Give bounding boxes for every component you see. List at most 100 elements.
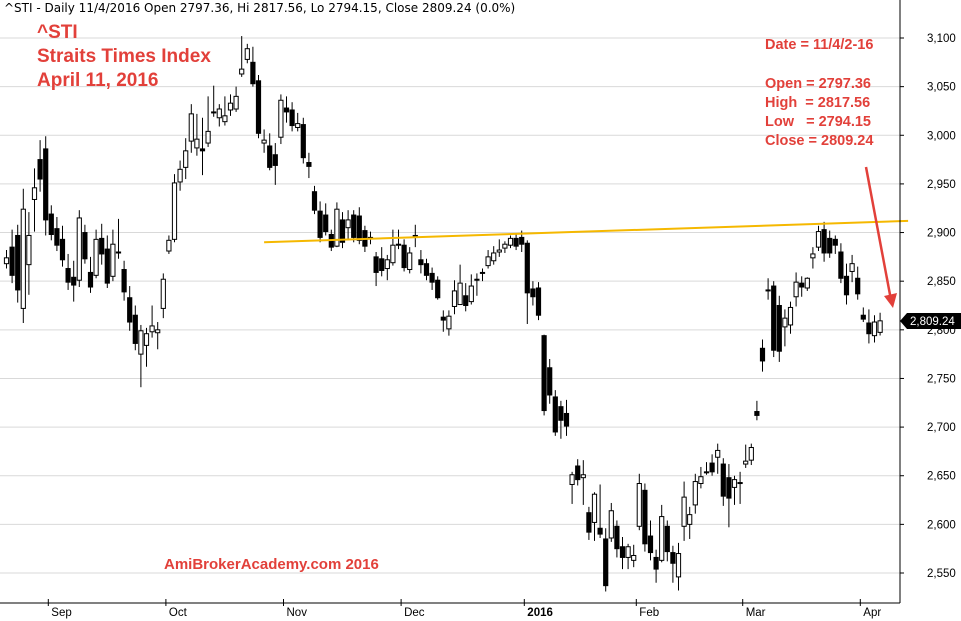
high-annotation: High = 2817.56 bbox=[765, 95, 871, 111]
candle bbox=[754, 400, 760, 421]
y-tick-label: 2,600 bbox=[927, 519, 956, 531]
candle-body-up bbox=[211, 111, 217, 114]
candle-body-up bbox=[849, 263, 855, 272]
candle-body-down bbox=[709, 462, 715, 473]
candle bbox=[619, 537, 626, 570]
candle-body-up bbox=[698, 476, 704, 485]
candle bbox=[692, 473, 698, 514]
candle bbox=[496, 239, 502, 257]
candle bbox=[793, 272, 799, 307]
candle-body-down bbox=[737, 482, 743, 485]
title-date: April 11, 2016 bbox=[37, 70, 159, 91]
candle bbox=[110, 229, 116, 282]
candle bbox=[373, 252, 379, 287]
candle bbox=[580, 460, 586, 505]
candle bbox=[815, 225, 822, 252]
candle-body-down bbox=[799, 282, 805, 288]
candle-body-down bbox=[289, 109, 295, 127]
candle-body-down bbox=[519, 236, 525, 245]
candle bbox=[709, 454, 715, 476]
x-tick-label: Dec bbox=[404, 607, 425, 619]
candle bbox=[59, 225, 66, 267]
candle-body-down bbox=[754, 411, 760, 416]
candle-body-down bbox=[463, 295, 469, 307]
candle bbox=[832, 235, 838, 254]
candle-body-up bbox=[143, 333, 150, 346]
candle-body-down bbox=[547, 367, 553, 396]
candle bbox=[311, 185, 318, 215]
candle bbox=[664, 520, 670, 562]
candle bbox=[507, 235, 514, 249]
candle-body-up bbox=[222, 115, 228, 123]
candle bbox=[563, 399, 570, 436]
candle bbox=[401, 239, 407, 272]
x-tick-label: Oct bbox=[169, 607, 188, 619]
candle bbox=[99, 223, 105, 265]
candle bbox=[759, 339, 766, 372]
candle bbox=[211, 85, 217, 117]
x-tick-label: Sep bbox=[51, 607, 71, 619]
candle bbox=[659, 504, 665, 563]
candle-body-up bbox=[295, 123, 301, 128]
candle bbox=[737, 471, 743, 504]
candle bbox=[631, 544, 637, 568]
candle-body-up bbox=[675, 553, 682, 578]
candle bbox=[255, 74, 262, 139]
candle bbox=[356, 207, 362, 245]
y-tick-label: 2,700 bbox=[927, 422, 956, 434]
candle bbox=[278, 94, 284, 145]
candle-body-up bbox=[591, 493, 598, 523]
candle bbox=[205, 96, 211, 147]
candle-body-up bbox=[580, 474, 586, 479]
candle-body-up bbox=[625, 546, 631, 558]
x-axis-tick-labels: Sep Oct Nov Dec 2016 Feb Mar Apr bbox=[47, 599, 881, 619]
candle-body-up bbox=[687, 514, 693, 525]
title-ticker: ^STI bbox=[37, 22, 78, 43]
candle bbox=[860, 307, 866, 323]
candle-body-up bbox=[160, 278, 166, 309]
candle bbox=[827, 230, 833, 258]
candle-body-up bbox=[468, 285, 474, 303]
candle-body-down bbox=[855, 277, 861, 295]
candle-body-down bbox=[267, 145, 273, 168]
candle-body-down bbox=[647, 535, 654, 554]
candle-body-up bbox=[748, 447, 754, 461]
open-annotation: Open = 2797.36 bbox=[765, 76, 871, 92]
candle bbox=[558, 400, 564, 439]
candle-body-up bbox=[871, 321, 878, 337]
candle-body-up bbox=[233, 95, 239, 110]
x-tick-label: Apr bbox=[863, 607, 881, 619]
candle-body-up bbox=[384, 259, 390, 270]
candle-body-up bbox=[334, 208, 340, 247]
candle bbox=[451, 280, 458, 315]
candle bbox=[530, 281, 536, 306]
candle-body-up bbox=[631, 554, 637, 561]
candle bbox=[199, 117, 206, 176]
candle-body-up bbox=[507, 237, 514, 246]
date-annotation: Date = 11/4/2-16 bbox=[765, 37, 874, 53]
candle-body-up bbox=[731, 479, 738, 488]
candle bbox=[782, 309, 788, 347]
candle-body-up bbox=[569, 474, 575, 485]
candle bbox=[345, 210, 351, 241]
candle-body-down bbox=[317, 210, 323, 238]
candle bbox=[703, 462, 710, 475]
candle-body-down bbox=[832, 238, 838, 246]
candle bbox=[670, 545, 676, 583]
candle bbox=[843, 263, 850, 305]
candle bbox=[698, 466, 704, 489]
candle-body-up bbox=[227, 102, 234, 111]
candle-body-up bbox=[659, 516, 665, 561]
watermark: AmiBrokerAcademy.com 2016 bbox=[164, 556, 379, 573]
candle bbox=[765, 278, 771, 300]
candle-body-up bbox=[110, 243, 116, 277]
y-tick-label: 2,750 bbox=[927, 373, 956, 385]
candle bbox=[407, 247, 413, 274]
candle bbox=[748, 443, 754, 466]
candle bbox=[502, 241, 508, 253]
candle-body-up bbox=[485, 256, 491, 267]
candle bbox=[513, 234, 519, 251]
annotation-arrow bbox=[864, 166, 893, 301]
candle bbox=[771, 281, 777, 358]
candle-body-up bbox=[166, 239, 172, 252]
